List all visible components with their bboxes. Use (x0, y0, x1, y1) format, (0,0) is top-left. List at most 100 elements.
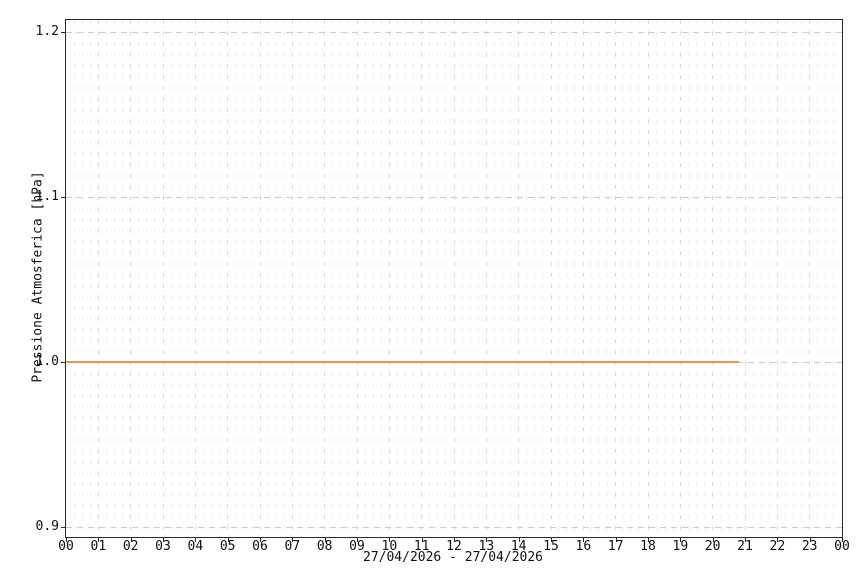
x-grid-line-minor (170, 20, 172, 537)
x-grid-line-major (324, 20, 326, 537)
y-grid-line (66, 527, 842, 529)
x-tick (195, 538, 197, 542)
x-grid-line-minor (138, 20, 140, 537)
y-tick-label: 0.9 (35, 519, 59, 535)
x-grid-line-minor (720, 20, 722, 537)
y-tick-label: 1.1 (35, 188, 59, 204)
x-grid-line-minor (736, 20, 738, 537)
x-grid-line-minor (566, 20, 568, 537)
x-tick (260, 538, 261, 542)
x-grid-line-minor (631, 20, 633, 537)
x-grid-line-major (776, 20, 778, 537)
x-tick (292, 538, 294, 542)
x-grid-line-minor (599, 20, 600, 537)
x-tick-label: 22 (769, 539, 786, 554)
x-tick (421, 538, 423, 542)
x-tick-label: 00 (834, 539, 850, 554)
x-grid-line-minor (784, 20, 786, 537)
x-grid-line-minor (340, 20, 342, 537)
x-tick (518, 538, 520, 542)
x-grid-line-major (582, 20, 584, 537)
x-grid-line-minor (663, 20, 665, 537)
x-tick (809, 538, 811, 542)
x-grid-line-minor (671, 20, 673, 537)
x-grid-line-minor (267, 20, 269, 537)
y-tick-label: 1.0 (35, 353, 59, 369)
x-grid-line-minor (461, 20, 463, 537)
x-tick-label: 11 (413, 539, 430, 554)
x-grid-line-minor (760, 20, 762, 537)
x-tick (680, 538, 682, 542)
x-grid-line-minor (316, 20, 318, 537)
x-grid-line-minor (178, 20, 180, 537)
x-grid-line-major (485, 20, 487, 537)
x-grid-line-major (356, 20, 358, 537)
x-grid-line-major (194, 20, 196, 537)
x-grid-line-major (615, 20, 617, 537)
x-tick-label: 23 (801, 539, 818, 554)
x-grid-line-minor (510, 20, 512, 537)
x-grid-line-minor (89, 20, 91, 537)
series-line (66, 361, 739, 364)
x-grid-line-minor (833, 20, 835, 537)
x-grid-line-minor (154, 20, 156, 537)
x-grid-line-major (550, 20, 552, 537)
x-grid-line-minor (793, 20, 794, 537)
x-grid-line-minor (445, 20, 447, 537)
x-grid-line-major (453, 20, 455, 537)
x-tick-label: 02 (122, 539, 139, 554)
x-tick (130, 538, 132, 542)
x-tick-label: 07 (284, 539, 301, 554)
x-grid-line-minor (405, 20, 406, 537)
x-tick (163, 538, 164, 542)
x-tick-label: 17 (607, 539, 624, 554)
x-tick-label: 03 (155, 539, 171, 554)
x-grid-line-minor (251, 20, 253, 537)
x-grid-line-minor (243, 20, 245, 537)
x-grid-line-minor (348, 20, 350, 537)
x-grid-line-minor (502, 20, 503, 537)
x-grid-line-minor (704, 20, 706, 537)
x-grid-line-minor (332, 20, 334, 537)
x-tick (842, 538, 843, 542)
x-tick-label: 13 (478, 539, 495, 554)
x-tick (227, 538, 229, 542)
x-tick (454, 538, 455, 542)
x-grid-line-minor (380, 20, 382, 537)
x-grid-line-minor (696, 20, 697, 537)
x-grid-line-minor (299, 20, 301, 537)
x-tick-label: 16 (575, 539, 592, 554)
x-grid-line-minor (574, 20, 576, 537)
x-tick-label: 20 (704, 539, 721, 554)
x-grid-line-minor (687, 20, 689, 537)
x-grid-line-minor (413, 20, 415, 537)
x-grid-line-minor (493, 20, 495, 537)
x-grid-line-minor (655, 20, 657, 537)
x-grid-line-major (130, 20, 132, 537)
x-grid-line-minor (146, 20, 148, 537)
x-grid-line-major (162, 20, 164, 537)
x-grid-line-major (712, 20, 714, 537)
x-tick-label: 00 (58, 539, 74, 554)
x-grid-line-minor (372, 20, 374, 537)
x-grid-line-minor (219, 20, 221, 537)
y-grid-line (66, 31, 842, 33)
x-grid-line-minor (817, 20, 819, 537)
x-grid-line-minor (469, 20, 471, 537)
x-tick (745, 538, 746, 542)
x-grid-line-minor (122, 20, 124, 537)
x-tick-label: 08 (316, 539, 333, 554)
x-tick (615, 538, 617, 542)
x-grid-line-minor (186, 20, 188, 537)
x-tick-label: 15 (543, 539, 559, 554)
x-grid-line-minor (728, 20, 730, 537)
x-grid-line-minor (801, 20, 803, 537)
x-grid-line-minor (526, 20, 528, 537)
y-grid-line (66, 196, 842, 198)
x-tick (357, 538, 358, 542)
x-grid-line-minor (105, 20, 107, 537)
x-grid-line-minor (623, 20, 625, 537)
x-grid-line-major (679, 20, 681, 537)
x-grid-line-major (97, 20, 99, 537)
